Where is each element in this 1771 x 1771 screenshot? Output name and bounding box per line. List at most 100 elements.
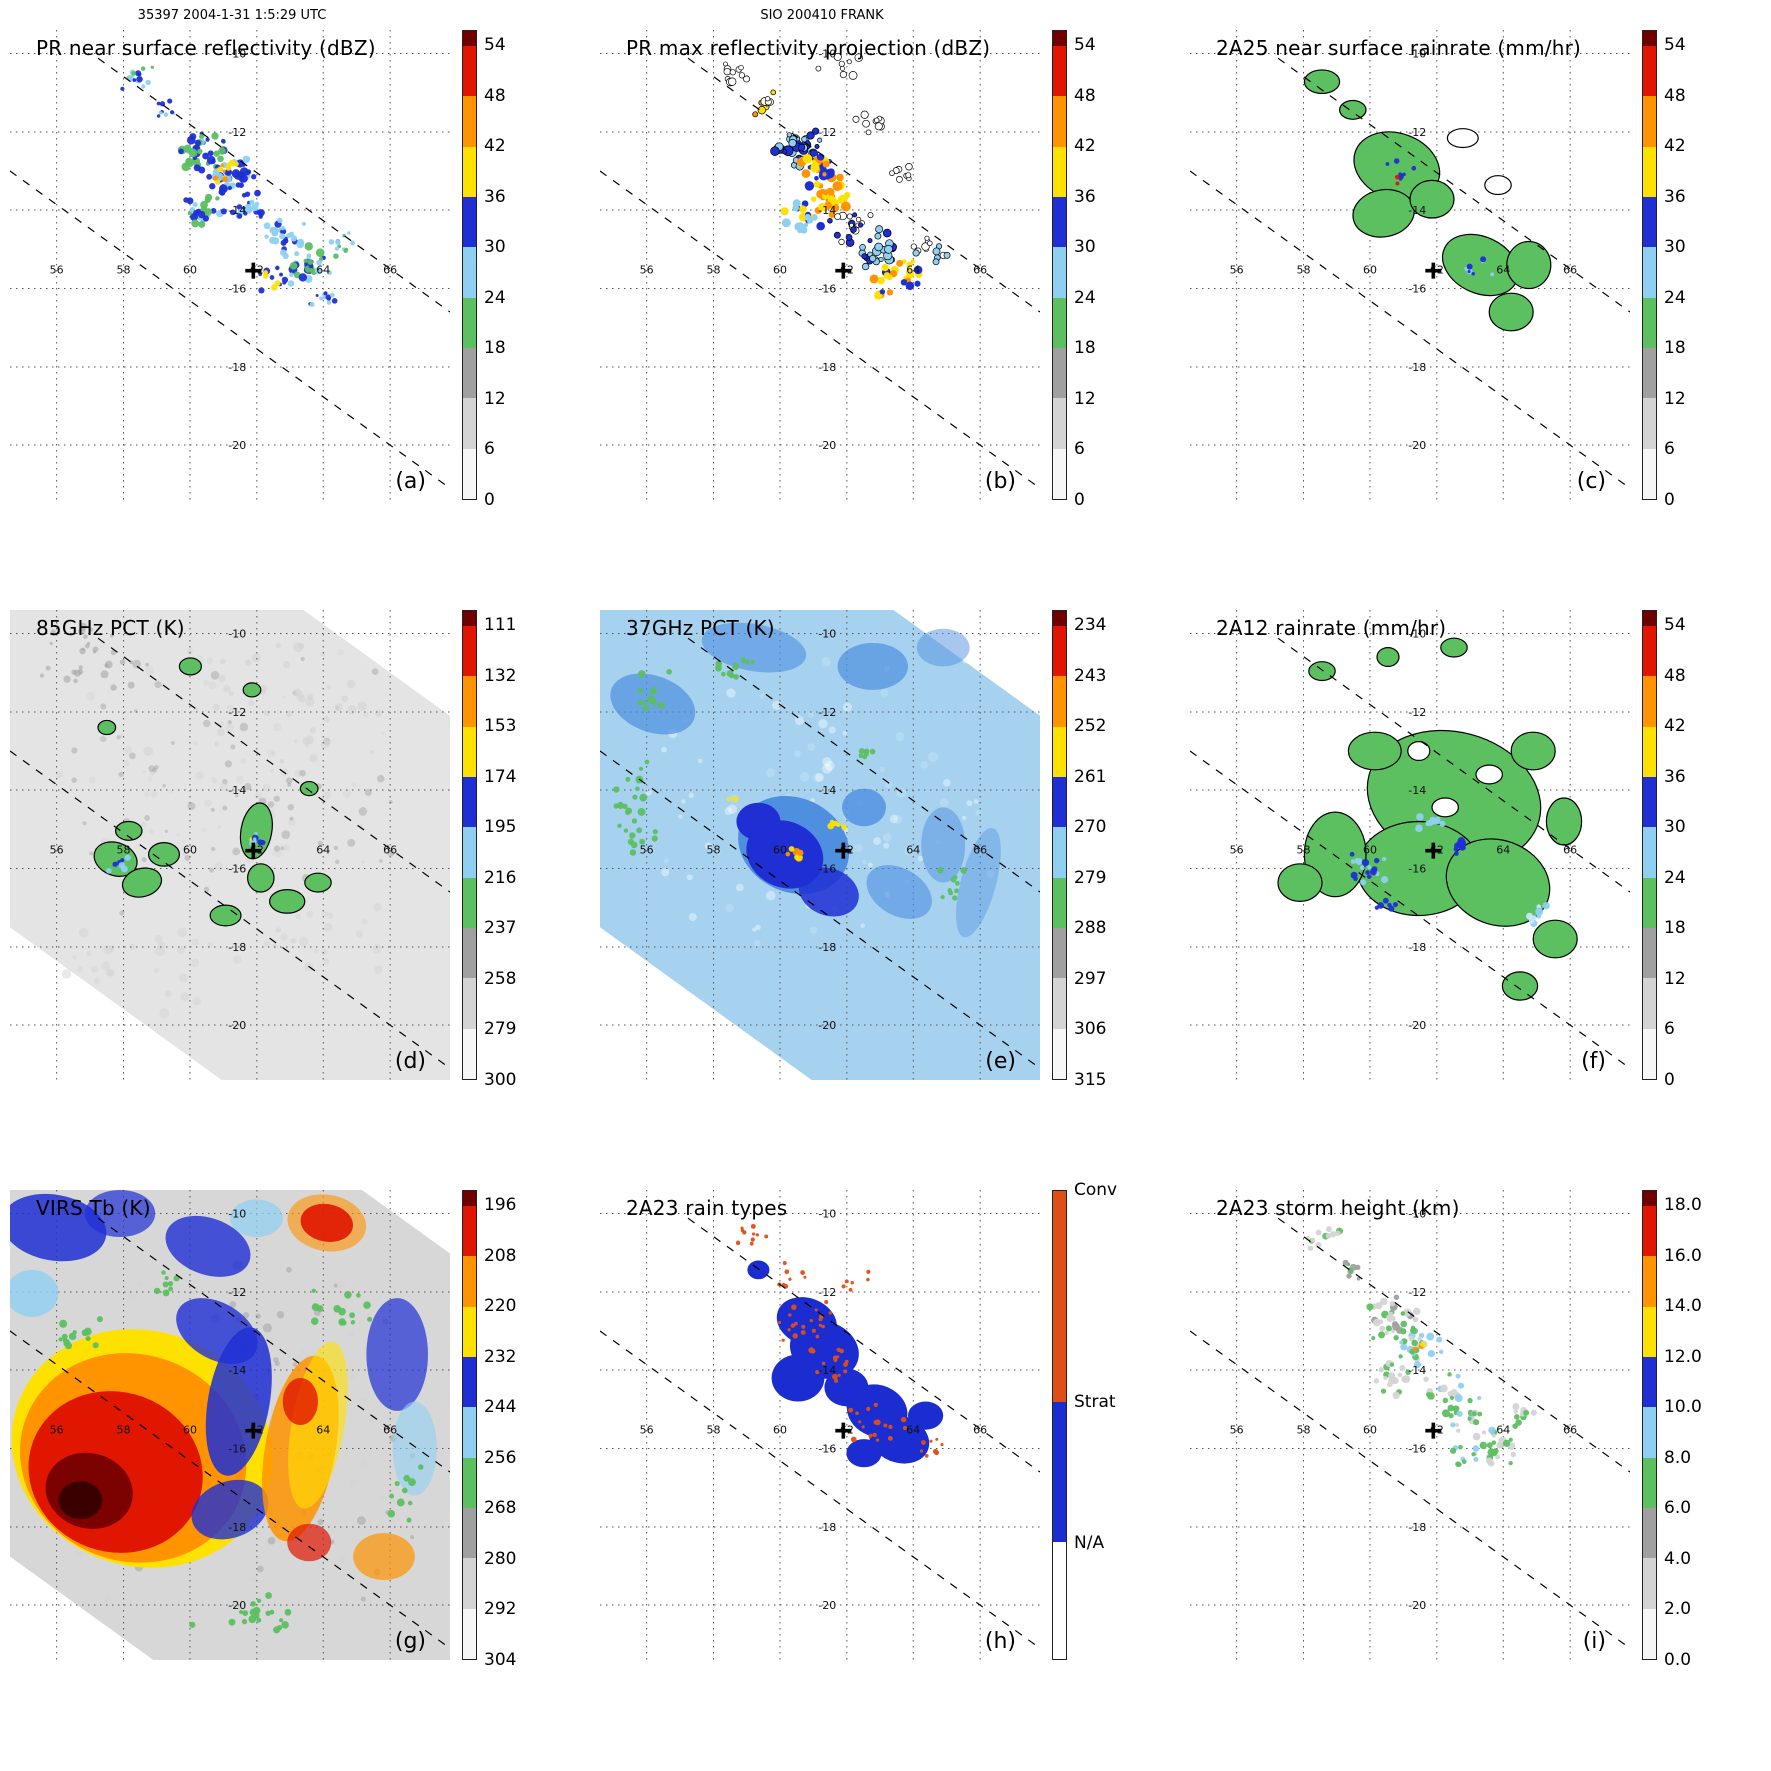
colorbar-segment [463, 247, 476, 298]
colorbar: 54 48 42 36 30 24 18 12 6 0 [1052, 30, 1172, 510]
svg-text:-12: -12 [818, 1286, 836, 1299]
colorbar-segment [1643, 877, 1656, 928]
svg-text:-20: -20 [1408, 439, 1426, 452]
colorbar-tick-label: 196 [484, 1195, 517, 1216]
svg-text:58: 58 [117, 263, 131, 276]
svg-text:64: 64 [316, 843, 330, 856]
svg-text:-18: -18 [228, 1521, 246, 1534]
colorbar-segment [463, 1028, 476, 1079]
colorbar-tick-label: 280 [484, 1548, 517, 1569]
colorbar-segment [1053, 927, 1066, 979]
colorbar-tick-label: 18 [1074, 338, 1096, 359]
panel-letter: (d) [394, 1049, 426, 1074]
colorbar-segment [463, 297, 476, 348]
colorbar-tick-label: 268 [484, 1498, 517, 1519]
data-layer [723, 52, 951, 300]
panel-g: 565860626466-10-12-14-16-18-20 VIRS Tb (… [0, 1190, 590, 1750]
panel-letter: (f) [1581, 1049, 1606, 1074]
colorbar-tick-label: 279 [1074, 867, 1107, 888]
colorbar-segment [463, 347, 476, 399]
svg-text:56: 56 [1230, 263, 1244, 276]
colorbar-tick-label: 306 [1074, 1019, 1107, 1040]
map-canvas: 565860626466-10-12-14-16-18-20 [1190, 610, 1630, 1080]
svg-text:58: 58 [117, 1423, 131, 1436]
colorbar-tick-label: 10.0 [1664, 1397, 1702, 1418]
panel-d: 565860626466-10-12-14-16-18-20 85GHz PCT… [0, 610, 590, 1170]
colorbar-tick-label: 48 [1664, 665, 1686, 686]
colorbar-segment [1053, 625, 1066, 677]
colorbar-tick-label: 0 [1074, 490, 1085, 510]
colorbar-segment [1053, 196, 1066, 248]
colorbar-tick-label: 279 [484, 1019, 517, 1040]
svg-text:-10: -10 [1408, 628, 1426, 641]
map: 565860626466-10-12-14-16-18-20 PR max re… [600, 30, 1040, 500]
colorbar-tick-label: 220 [484, 1296, 517, 1317]
colorbar: 111 132 153 174 195 216 237 258 279 300 [462, 610, 582, 1090]
map: 565860626466-10-12-14-16-18-20 2A12 rain… [1190, 610, 1630, 1080]
colorbar-segment [1053, 877, 1066, 928]
colorbar-segment [1053, 1401, 1066, 1542]
colorbar-tick-label: 36 [1664, 186, 1686, 207]
colorbar-label: Strat [1074, 1391, 1116, 1412]
colorbar-tick-label: 292 [484, 1599, 517, 1620]
colorbar-segment [463, 1457, 476, 1508]
svg-text:-12: -12 [1408, 706, 1426, 719]
panel-title: PR near surface reflectivity (dBZ) [36, 36, 376, 60]
colorbar-segment [1643, 726, 1656, 777]
colorbar-tick-label: 258 [484, 968, 517, 989]
colorbar-cap [463, 31, 476, 46]
svg-text:66: 66 [1563, 1423, 1577, 1436]
colorbar-ticks: 54 48 42 36 30 24 18 12 6 0 [1664, 610, 1759, 1090]
swath-outline [600, 57, 1040, 489]
colorbar-tick-label: 0.0 [1664, 1650, 1692, 1670]
data-layer [93, 657, 332, 927]
grid-lines [1190, 1190, 1630, 1660]
axis-labels: 565860626466-10-12-14-16-18-20 [50, 48, 398, 453]
map: 565860626466-10-12-14-16-18-20 85GHz PCT… [10, 610, 450, 1080]
svg-text:56: 56 [640, 843, 654, 856]
axis-labels: 565860626466-10-12-14-16-18-20 [640, 1208, 988, 1613]
panel-grid: 565860626466-10-12-14-16-18-20 PR near s… [0, 30, 1771, 1750]
svg-text:-18: -18 [818, 1521, 836, 1534]
panel-title: 2A23 storm height (km) [1216, 1196, 1460, 1220]
colorbar-segment [463, 1558, 476, 1609]
svg-text:-14: -14 [1408, 204, 1426, 217]
colorbar-ticks: 111 132 153 174 195 216 237 258 279 300 [484, 610, 579, 1090]
colorbar-segment [463, 1205, 476, 1257]
svg-text:-16: -16 [818, 1443, 836, 1456]
colorbar-tick-label: 300 [484, 1070, 517, 1090]
colorbar-segment [1643, 398, 1656, 449]
svg-text:66: 66 [1563, 843, 1577, 856]
colorbar-segment [1643, 978, 1656, 1029]
svg-text:58: 58 [1297, 263, 1311, 276]
colorbar-bar [1052, 610, 1067, 1080]
grid-lines [600, 30, 1040, 500]
center-marker [1425, 842, 1442, 859]
svg-text:66: 66 [383, 843, 397, 856]
colorbar-segment [1643, 1407, 1656, 1458]
svg-text:-18: -18 [228, 941, 246, 954]
svg-text:64: 64 [1496, 1423, 1510, 1436]
svg-text:-14: -14 [818, 784, 836, 797]
svg-text:-14: -14 [818, 204, 836, 217]
colorbar-segment [1053, 347, 1066, 399]
svg-text:64: 64 [906, 843, 920, 856]
map-layers: 565860626466-10-12-14-16-18-20 [1190, 610, 1630, 1080]
colorbar-tick-label: 30 [484, 237, 506, 258]
panel-i: 565860626466-10-12-14-16-18-20 2A23 stor… [1180, 1190, 1770, 1750]
svg-text:66: 66 [1563, 263, 1577, 276]
svg-text:60: 60 [1363, 843, 1377, 856]
svg-text:-10: -10 [818, 628, 836, 641]
axis-labels: 565860626466-10-12-14-16-18-20 [640, 48, 988, 453]
colorbar-bar [1642, 1190, 1657, 1660]
colorbar-tick-label: 18 [1664, 338, 1686, 359]
colorbar-tick-label: 54 [1074, 35, 1096, 56]
colorbar: 234 243 252 261 270 279 288 297 306 315 [1052, 610, 1172, 1090]
axis-labels: 565860626466-10-12-14-16-18-20 [1230, 1208, 1578, 1613]
svg-text:64: 64 [906, 263, 920, 276]
svg-text:-10: -10 [1408, 48, 1426, 61]
colorbar-ticks: 54 48 42 36 30 24 18 12 6 0 [484, 30, 579, 510]
colorbar-segment [463, 45, 476, 97]
panel-e: 565860626466-10-12-14-16-18-20 37GHz PCT… [590, 610, 1180, 1170]
colorbar-tick-label: 315 [1074, 1070, 1107, 1090]
